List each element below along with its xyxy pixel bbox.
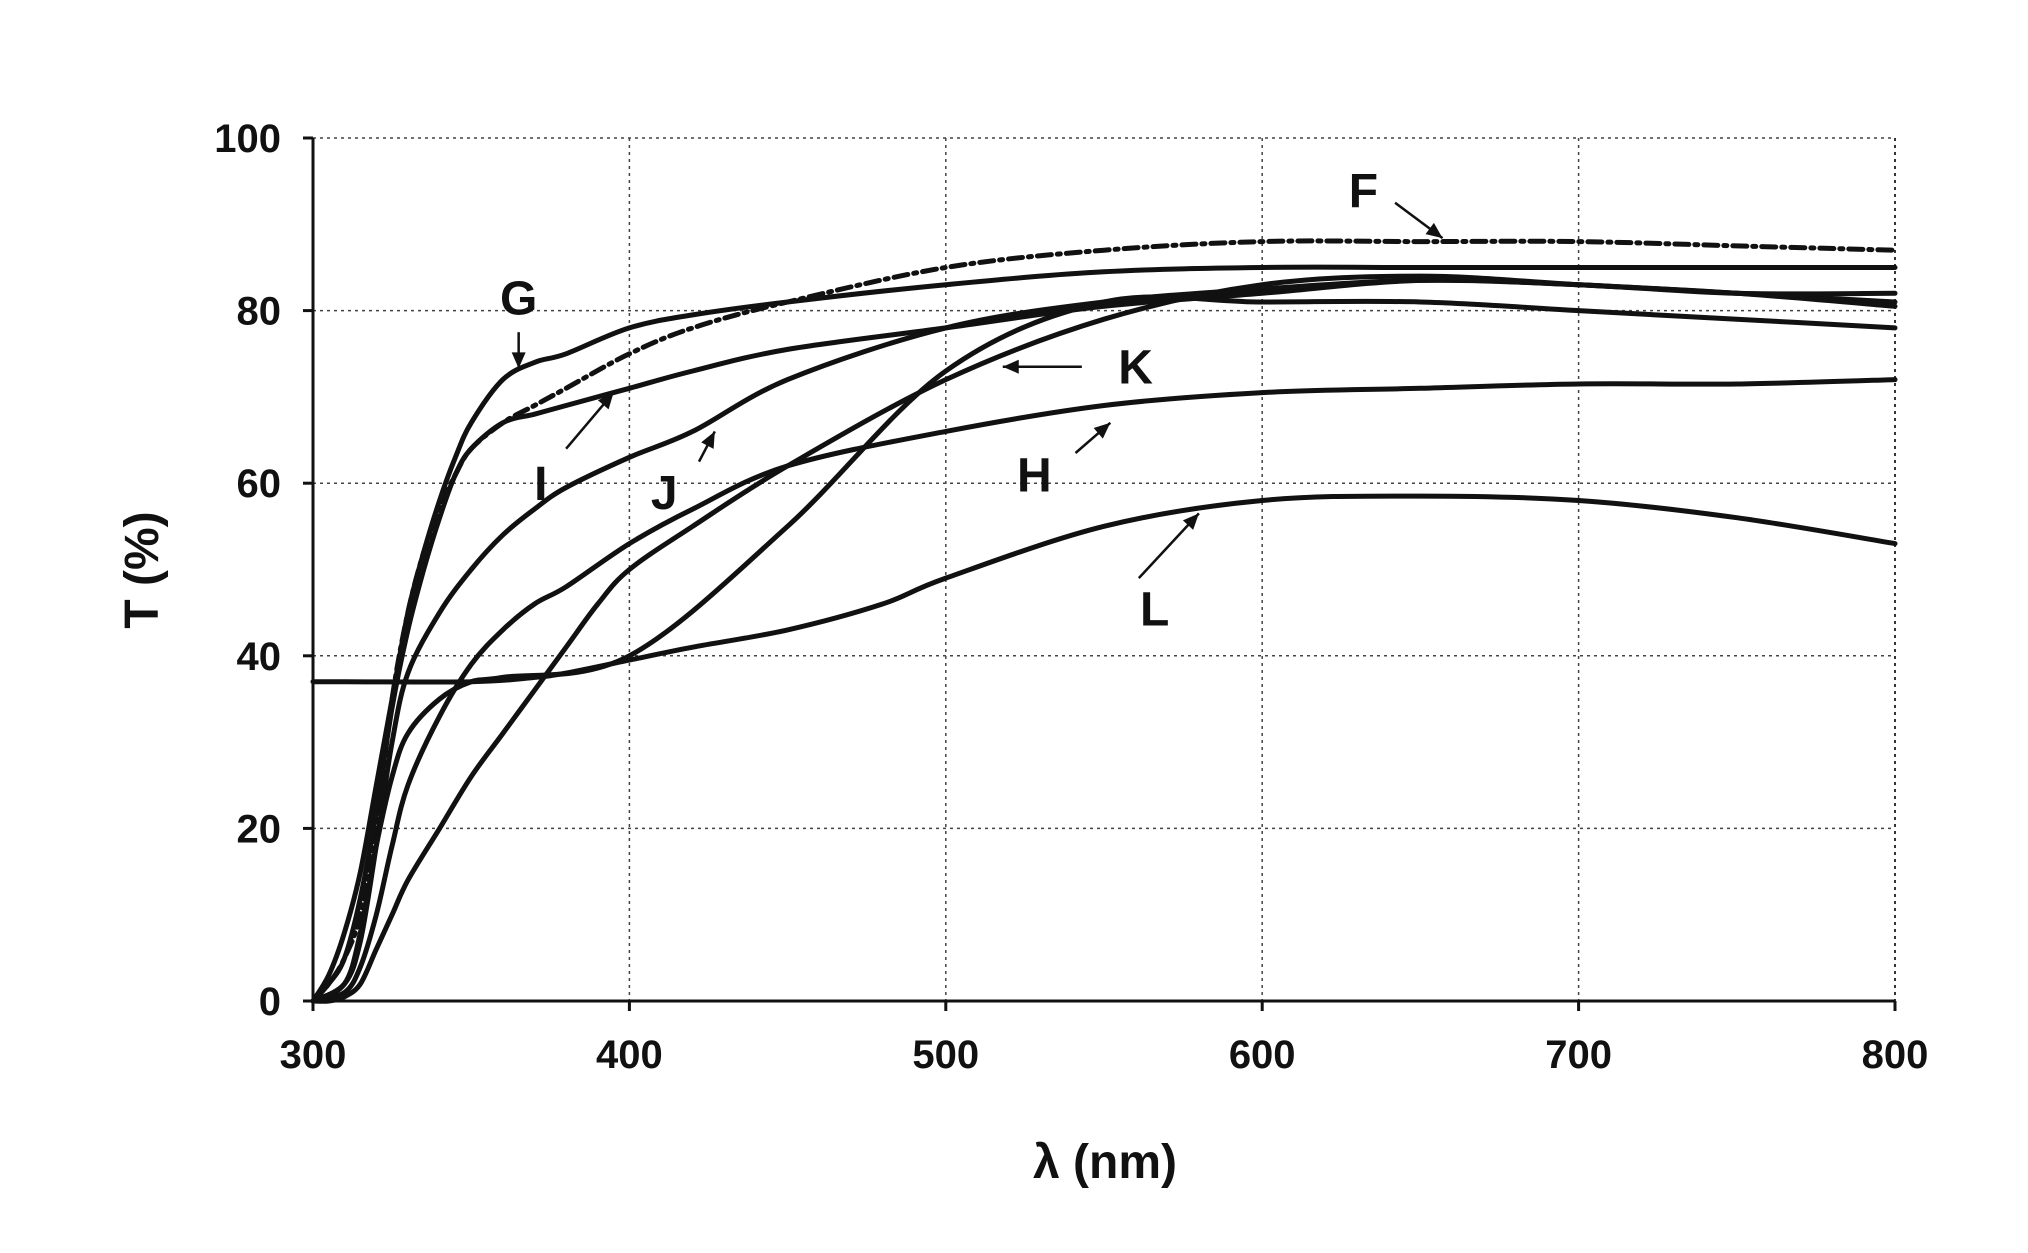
arrowhead-k <box>1003 360 1019 374</box>
x-tick-label: 800 <box>1862 1033 1929 1077</box>
y-tick-label: 0 <box>259 980 281 1024</box>
series-lines <box>313 241 1895 1001</box>
x-tick-label: 500 <box>912 1033 979 1077</box>
y-tick-label: 40 <box>237 635 282 679</box>
curve-label-g: G <box>500 273 537 326</box>
x-tick-label: 600 <box>1229 1033 1296 1077</box>
curve-label-k: K <box>1118 342 1153 395</box>
series-line-i <box>313 280 1895 1001</box>
x-tick-labels: 300 400 500 600 700 800 <box>280 1033 1929 1077</box>
curve-label-h: H <box>1017 450 1052 503</box>
y-tick-labels: 0 20 40 60 80 100 <box>214 117 281 1024</box>
curve-annotations: F G I J K H L <box>500 165 1443 637</box>
curve-label-j: J <box>651 467 678 520</box>
curve-label-l: L <box>1140 583 1169 636</box>
x-tick-label: 700 <box>1545 1033 1612 1077</box>
series-line-l <box>313 496 1895 682</box>
y-tick-label: 20 <box>237 807 282 851</box>
series-line-h <box>313 380 1895 1001</box>
y-tick-label: 80 <box>237 290 282 334</box>
x-axis-title: λ (nm) <box>1033 1136 1177 1189</box>
y-tick-label: 100 <box>214 117 281 161</box>
arrowhead-f <box>1426 223 1443 238</box>
y-axis-title: T (%) <box>116 511 169 628</box>
series-line-f <box>313 241 1895 1001</box>
curve-label-f: F <box>1349 165 1378 218</box>
series-line-k2 <box>313 297 1895 1001</box>
x-tick-label: 300 <box>280 1033 347 1077</box>
series-line-j <box>313 280 1895 1001</box>
curve-label-i: I <box>534 458 547 511</box>
series-line-g <box>313 267 1895 1001</box>
x-tick-label: 400 <box>596 1033 663 1077</box>
y-tick-label: 60 <box>237 462 282 506</box>
